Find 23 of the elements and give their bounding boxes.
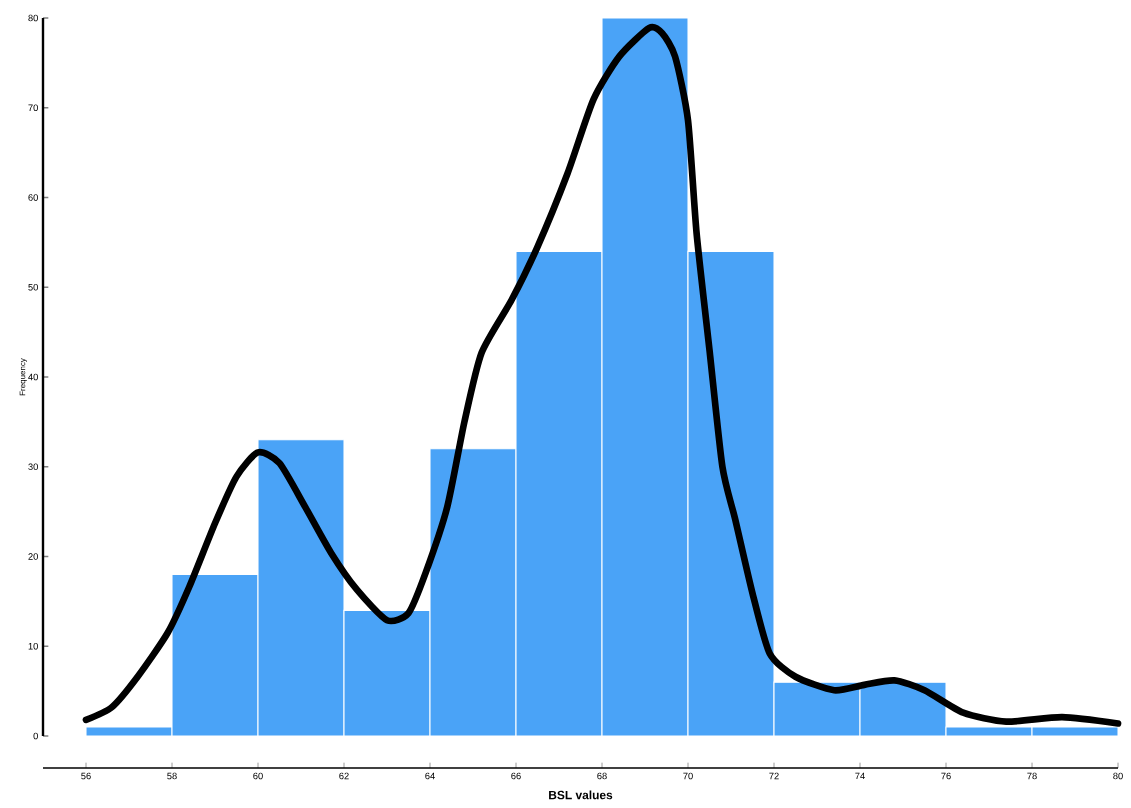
x-tick-label: 78 (1027, 772, 1037, 780)
x-tick-label: 64 (425, 772, 435, 780)
y-tick-label: 70 (28, 104, 38, 112)
x-axis-title: BSL values (549, 790, 613, 800)
y-tick-label: 80 (28, 14, 38, 22)
x-tick-label: 66 (511, 772, 521, 780)
x-tick-label: 72 (769, 772, 779, 780)
x-tick-label: 62 (339, 772, 349, 780)
y-tick-label: 40 (28, 373, 38, 381)
x-tick-label: 60 (253, 772, 263, 780)
y-tick-label: 10 (28, 642, 38, 650)
y-tick-label: 60 (28, 194, 38, 201)
x-tick-label: 68 (597, 772, 607, 780)
x-tick-label: 74 (855, 772, 865, 780)
x-tick-label: 56 (81, 772, 91, 780)
x-tick-label: 80 (1113, 772, 1123, 780)
y-tick-label: 0 (33, 732, 38, 740)
y-tick-label: 20 (28, 553, 38, 560)
x-tick-label: 76 (941, 772, 951, 780)
y-tick-label: 50 (28, 283, 38, 291)
x-tick-label: 58 (167, 772, 177, 780)
y-tick-label: 30 (28, 463, 38, 471)
x-tick-label: 70 (683, 772, 693, 780)
